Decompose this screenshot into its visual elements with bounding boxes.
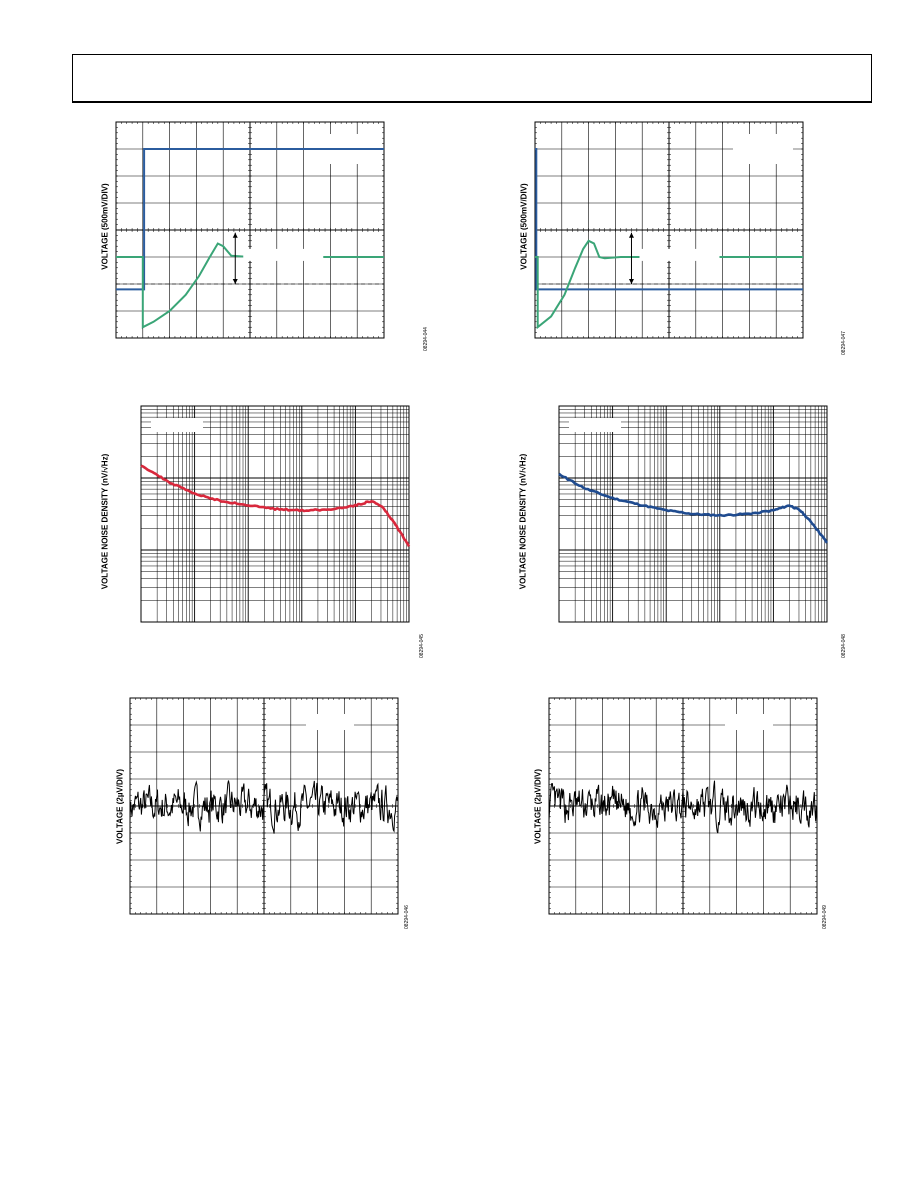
series-line-0 [116, 148, 384, 291]
step-response-chart-1 [115, 121, 385, 339]
figure-id: 08294-045 [419, 634, 425, 658]
noise-density-chart-2 [558, 405, 829, 623]
annotation-box [639, 248, 720, 261]
noise-trace [548, 780, 818, 834]
series-line-0 [140, 464, 411, 547]
y-axis-label: VOLTAGE (2µV/DIV) [115, 769, 125, 844]
step-response-chart-2 [534, 121, 804, 339]
figure-id: 08294-049 [822, 905, 828, 929]
y-axis-label: VOLTAGE (500mV/DIV) [100, 183, 110, 270]
annotation-box [243, 248, 324, 261]
noise-density-chart-1 [140, 405, 411, 623]
y-axis-label: VOLTAGE NOISE DENSITY (nV/√Hz) [518, 453, 528, 590]
y-axis-label: VOLTAGE NOISE DENSITY (nV/√Hz) [100, 453, 110, 590]
plot-frame [140, 405, 410, 623]
legend-box [733, 134, 793, 164]
page-header-box [72, 54, 872, 103]
legend-box [151, 418, 203, 432]
series-line-1 [535, 239, 803, 330]
y-axis-label: VOLTAGE (2µV/DIV) [533, 769, 543, 844]
legend-box [569, 418, 621, 432]
noise-time-chart-2 [548, 697, 818, 915]
series-line-0 [535, 148, 803, 291]
legend-box [725, 714, 773, 730]
arrow-head-down [628, 279, 634, 284]
y-axis-label: VOLTAGE (500mV/DIV) [519, 183, 529, 270]
figure-id: 08294-048 [841, 634, 847, 658]
arrow-head-up [232, 232, 238, 238]
figure-id: 08294-046 [404, 905, 410, 929]
series-line-0 [558, 472, 829, 544]
figure-id: 08294-044 [423, 327, 429, 351]
legend-box [306, 714, 354, 730]
noise-trace [129, 780, 399, 834]
noise-time-chart-1 [129, 697, 399, 915]
figure-id: 08294-047 [841, 331, 847, 355]
arrow-head-up [628, 232, 634, 238]
arrow-head-down [232, 279, 238, 284]
series-line-1 [116, 242, 384, 329]
